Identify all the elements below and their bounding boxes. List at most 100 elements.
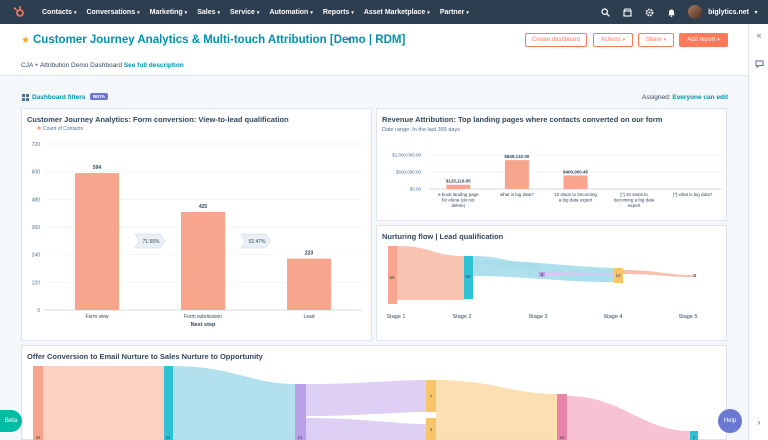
actions-button[interactable]: Actions ▾ (593, 33, 633, 47)
report-title[interactable]: Nurturing flow | Lead qualification (382, 232, 504, 241)
y-tick-label: $0.00 (410, 187, 422, 192)
x-tick-label: 10 steps to becoming a big data expert (554, 192, 597, 203)
nav-item-automation[interactable]: Automation ▾ (269, 9, 312, 16)
add-report-label: Add report (687, 37, 716, 43)
y-tick-label: $500,000.00 (396, 170, 422, 175)
share-label: Share (645, 37, 662, 43)
actions-label: Actions (600, 37, 621, 43)
report-title[interactable]: Revenue Attribution: Top landing pages w… (382, 115, 663, 124)
report-card-nurturing-flow[interactable]: Nurturing flow | Lead qualification 59 5… (376, 225, 727, 341)
search-icon[interactable] (596, 0, 614, 24)
chat-icon[interactable] (753, 58, 765, 70)
data-label: $125,116.05 (446, 179, 471, 184)
data-label: 425 (199, 204, 208, 210)
report-title[interactable]: Customer Journey Analytics: Form convers… (27, 115, 289, 124)
chevron-down-icon: ▾ (427, 9, 430, 16)
help-label: Help (723, 418, 737, 424)
notifications-icon[interactable] (662, 0, 680, 24)
legend-label: Count of Contacts (43, 126, 84, 132)
chevron-down-icon[interactable]: ▾ (754, 9, 758, 16)
create-dashboard-button[interactable]: Create dashboard (525, 33, 587, 47)
y-tick-label: 600 (32, 170, 41, 176)
chevron-down-icon: ▾ (73, 9, 77, 16)
marketplace-icon[interactable] (618, 0, 636, 24)
nav-item-sales[interactable]: Sales ▾ (197, 9, 220, 16)
conversion-rate-label: 71.55% (143, 239, 161, 245)
add-report-button[interactable]: Add report ▾ (679, 33, 728, 47)
conversion-rate-arrow (240, 233, 272, 249)
nav-item-contacts[interactable]: Contacts ▾ (42, 9, 76, 16)
hubspot-logo-icon[interactable] (8, 0, 30, 24)
collapse-sidebar-icon[interactable]: « (756, 30, 762, 40)
node-value: 10 (615, 273, 621, 278)
flow-link (567, 396, 690, 440)
help-button[interactable]: Help (718, 409, 742, 433)
node-value: 8 (541, 272, 544, 277)
offer-conversion-sankey: 34 34 21 7 2 20 4 (33, 366, 698, 440)
chevron-down-icon: ▾ (351, 9, 354, 16)
flow-node (464, 256, 473, 299)
chevron-down-icon: ▾ (622, 37, 626, 43)
bar[interactable] (287, 258, 331, 310)
node-value: 50 (465, 274, 471, 279)
x-tick-label: [*] 10 steps to becoming a big data expert (614, 192, 655, 208)
filter-bar: Dashboard filters BETA Assigned: Everyon… (0, 90, 748, 106)
favorite-star-icon[interactable]: ★ (21, 35, 30, 46)
bar[interactable] (181, 212, 225, 310)
bar[interactable] (563, 175, 588, 189)
report-card-offer-conversion[interactable]: Offer Conversion to Email Nurture to Sal… (21, 345, 727, 440)
report-title[interactable]: Offer Conversion to Email Nurture to Sal… (27, 352, 263, 361)
account-name[interactable]: biglytics.net (708, 8, 749, 16)
flow-link (473, 260, 614, 282)
x-tick-label: Form view (85, 314, 108, 320)
nav-item-partner[interactable]: Partner ▾ (440, 9, 469, 16)
flow-node (295, 384, 306, 440)
assigned-info: Assigned: Everyone can edit (642, 94, 728, 101)
settings-icon[interactable] (640, 0, 658, 24)
filter-icon[interactable] (22, 94, 29, 101)
node-value: 34 (165, 435, 171, 440)
report-card-form-conversion[interactable]: Customer Journey Analytics: Form convers… (21, 108, 372, 341)
dashboard-title[interactable]: Customer Journey Analytics & Multi-touch… (33, 34, 406, 46)
nav-item-reports[interactable]: Reports ▾ (323, 9, 354, 16)
nav-item-label: Sales (197, 8, 216, 16)
flow-node (426, 418, 436, 440)
y-tick-label: 120 (32, 280, 41, 286)
bar[interactable] (446, 184, 471, 189)
flow-link (306, 380, 426, 416)
see-full-description-link[interactable]: See full description (123, 62, 184, 69)
beta-feedback-label: Beta (4, 418, 18, 424)
beta-feedback-button[interactable]: Beta (0, 410, 22, 432)
assigned-permission-link[interactable]: Everyone can edit (672, 94, 728, 101)
flow-node (614, 268, 623, 283)
dashboard-filters-button[interactable]: Dashboard filters (32, 94, 86, 101)
share-button[interactable]: Share ▾ (638, 33, 674, 47)
flow-link (306, 418, 426, 440)
flow-node (557, 394, 567, 440)
report-card-revenue-attribution[interactable]: Revenue Attribution: Top landing pages w… (376, 108, 727, 221)
nav-item-conversations[interactable]: Conversations ▾ (86, 9, 139, 16)
nav-item-label: Conversations (86, 8, 136, 16)
data-label: $400,000.45 (563, 169, 589, 174)
dashboard-switcher-chevron-icon[interactable]: ▼ (346, 37, 353, 44)
bar[interactable] (75, 173, 119, 310)
y-tick-label: 360 (32, 225, 41, 231)
flow-link (173, 366, 295, 440)
avatar[interactable] (688, 5, 703, 19)
dashboard-description: CJA + Attribution Demo Dashboard See ful… (21, 62, 184, 69)
nav-item-label: Contacts (42, 8, 72, 16)
right-sidebar: « › (748, 24, 768, 440)
stage-label: Stage 5 (679, 314, 698, 320)
flow-link (436, 380, 557, 440)
bar[interactable] (504, 160, 529, 189)
expand-icon[interactable]: › (757, 417, 761, 427)
nav-item-marketing[interactable]: Marketing ▾ (150, 9, 188, 16)
nav-item-asset-marketplace[interactable]: Asset Marketplace ▾ (364, 9, 430, 16)
chevron-down-icon: ▾ (663, 37, 667, 43)
nav-item-service[interactable]: Service ▾ (230, 9, 259, 16)
x-tick-label: e-book landing page for elena (do not dele… (438, 192, 479, 208)
chevron-down-icon: ▾ (256, 9, 260, 16)
stage-label: Stage 3 (529, 314, 548, 320)
data-label: 223 (305, 251, 314, 257)
chevron-down-icon: ▾ (137, 9, 140, 16)
